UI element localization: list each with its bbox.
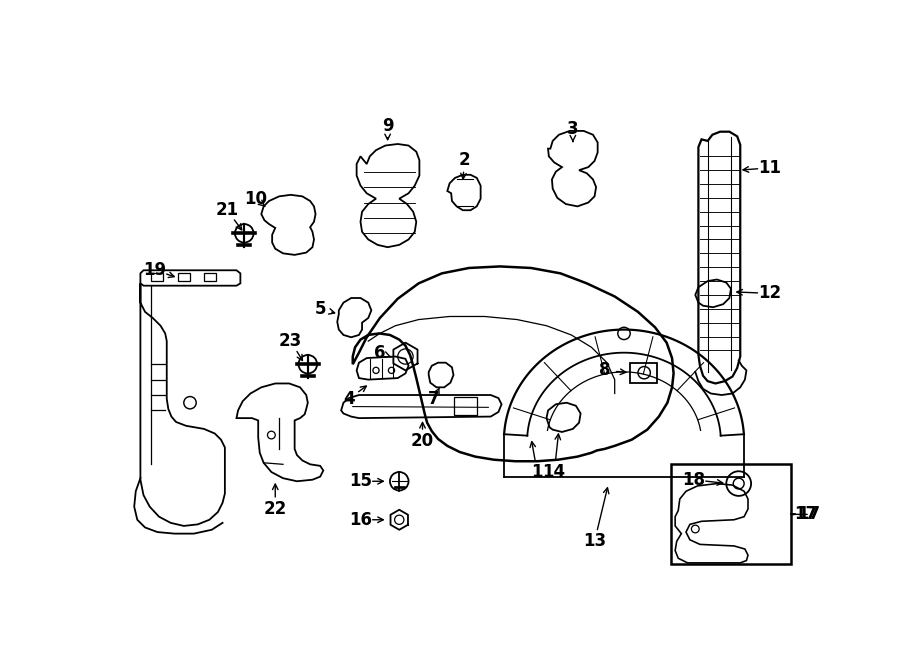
Bar — [630, 363, 657, 383]
Bar — [151, 274, 163, 281]
Text: 21: 21 — [216, 201, 239, 219]
Text: 23: 23 — [279, 332, 302, 350]
Text: 19: 19 — [144, 261, 166, 280]
Text: 20: 20 — [411, 432, 434, 450]
Bar — [204, 274, 216, 281]
Text: 11: 11 — [758, 159, 781, 177]
Text: 14: 14 — [543, 463, 566, 481]
Text: 9: 9 — [382, 116, 393, 135]
Text: 8: 8 — [598, 362, 610, 379]
Bar — [454, 397, 477, 415]
Text: 7: 7 — [428, 390, 440, 408]
Text: 10: 10 — [245, 190, 267, 208]
Text: 2: 2 — [458, 151, 470, 169]
Text: 4: 4 — [343, 390, 355, 408]
Text: 6: 6 — [374, 344, 385, 362]
Text: 3: 3 — [567, 120, 579, 138]
Text: 17: 17 — [797, 506, 821, 524]
Text: 17: 17 — [795, 506, 817, 524]
Text: 5: 5 — [314, 300, 326, 318]
Text: 13: 13 — [583, 532, 606, 551]
Text: 18: 18 — [682, 471, 706, 488]
Bar — [178, 274, 190, 281]
Text: 12: 12 — [758, 284, 781, 302]
Bar — [670, 464, 790, 564]
Text: 15: 15 — [349, 472, 372, 490]
Text: 1: 1 — [531, 463, 543, 481]
Text: 22: 22 — [264, 500, 287, 518]
Text: 16: 16 — [349, 511, 372, 529]
